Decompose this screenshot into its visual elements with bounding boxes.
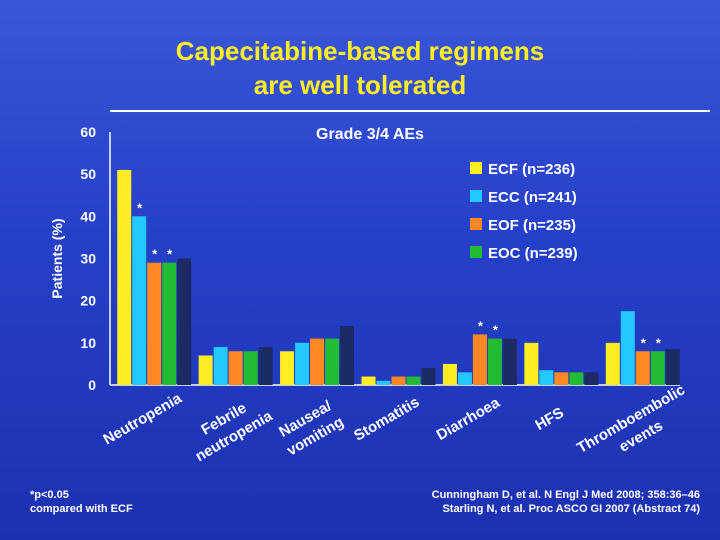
title-line-2: are well tolerated [253, 70, 467, 100]
footnote-line-2: compared with ECF [30, 503, 133, 515]
legend-swatch [470, 218, 482, 230]
slide-title: Capecitabine-based regimens are well tol… [0, 34, 720, 102]
bar [569, 372, 584, 385]
bar [457, 372, 472, 385]
bar [502, 338, 517, 385]
bar [280, 351, 295, 385]
bar [147, 262, 162, 385]
reference-2: Starling N, et al. Proc ASCO GI 2007 (Ab… [442, 503, 700, 515]
bar [376, 380, 391, 385]
legend-swatch [470, 246, 482, 258]
title-divider [110, 110, 710, 112]
references: Cunningham D, et al. N Engl J Med 2008; … [340, 488, 700, 516]
footnote: *p<0.05 compared with ECF [30, 488, 133, 516]
y-tick-label: 50 [80, 166, 96, 182]
legend-label: EOF (n=235) [488, 217, 576, 234]
bar [665, 349, 680, 385]
bar [198, 355, 213, 385]
bar [325, 338, 340, 385]
bar [177, 258, 192, 385]
bar [406, 376, 421, 385]
legend-label: ECF (n=236) [488, 161, 575, 178]
bar [391, 376, 406, 385]
bar [524, 342, 539, 385]
bar [472, 334, 487, 385]
y-tick-label: 40 [80, 208, 96, 224]
bar [361, 376, 376, 385]
x-tick-label: Neutropenia [100, 390, 185, 449]
title-line-1: Capecitabine-based regimens [175, 36, 545, 66]
legend-label: EOC (n=239) [488, 245, 578, 262]
y-tick-label: 60 [80, 124, 96, 140]
bar [117, 169, 132, 385]
y-tick-label: 20 [80, 293, 96, 309]
y-tick-label: 10 [80, 335, 96, 351]
y-tick-label: 30 [80, 251, 96, 267]
bar [132, 216, 147, 385]
bar [487, 338, 502, 385]
y-axis-label: Patients (%) [49, 218, 65, 298]
bar [635, 351, 650, 385]
bar [554, 372, 569, 385]
x-tick-label: Diarrhoea [434, 394, 504, 444]
bar [650, 351, 665, 385]
bar [584, 372, 599, 385]
bar [213, 347, 228, 385]
x-tick-label: Stomatitis [351, 394, 422, 445]
chart-title: Grade 3/4 AEs [316, 126, 424, 143]
bar [539, 370, 554, 385]
bar [605, 342, 620, 385]
bar [243, 351, 258, 385]
significance-marker: * [493, 323, 499, 338]
bar [442, 363, 457, 385]
legend-label: ECC (n=241) [488, 189, 577, 206]
significance-marker: * [152, 247, 158, 262]
bar [340, 325, 355, 385]
bar [162, 262, 177, 385]
bar [295, 342, 310, 385]
legend-swatch [470, 190, 482, 202]
bar [310, 338, 325, 385]
significance-marker: * [641, 335, 647, 350]
bar [620, 311, 635, 385]
bar [228, 351, 243, 385]
reference-1: Cunningham D, et al. N Engl J Med 2008; … [431, 489, 700, 501]
significance-marker: * [656, 335, 662, 350]
footnote-line-1: *p<0.05 [30, 489, 69, 501]
significance-marker: * [137, 200, 143, 215]
y-tick-label: 0 [88, 377, 96, 393]
legend-swatch [470, 162, 482, 174]
x-tick-label: HFS [532, 404, 566, 434]
significance-marker: * [167, 247, 173, 262]
significance-marker: * [478, 318, 484, 333]
bar [421, 368, 436, 385]
bar [258, 347, 273, 385]
